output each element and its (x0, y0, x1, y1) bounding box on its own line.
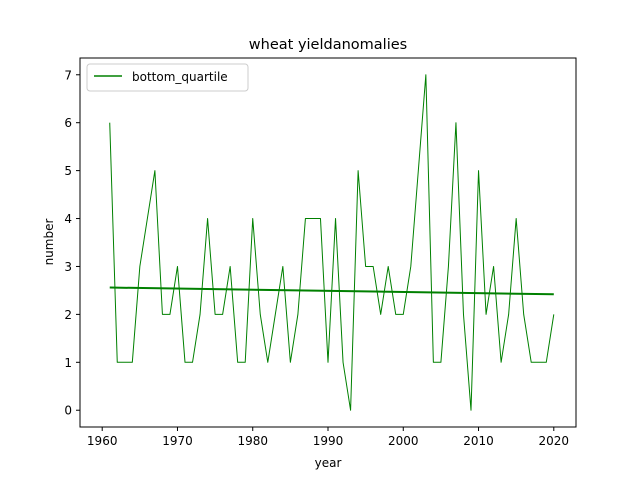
data-point (274, 313, 276, 315)
data-point (500, 361, 502, 363)
data-point (462, 313, 464, 315)
x-tick-label: 2020 (539, 434, 570, 448)
data-point (522, 313, 524, 315)
data-point (553, 313, 555, 315)
y-axis-label: number (42, 219, 56, 266)
legend-box (86, 63, 249, 92)
data-point (327, 361, 329, 363)
data-point (304, 217, 306, 219)
data-point (244, 361, 246, 363)
data-point (372, 265, 374, 267)
data-point (176, 265, 178, 267)
data-point (530, 361, 532, 363)
data-point (214, 313, 216, 315)
y-tick-label: 5 (64, 164, 72, 178)
chart-title: wheat yieldanomalies (249, 37, 407, 53)
x-tick-label: 2010 (463, 434, 494, 448)
data-point (507, 313, 509, 315)
data-point (455, 121, 457, 123)
x-tick-label: 2000 (388, 434, 419, 448)
data-point (538, 361, 540, 363)
x-tick-label: 1980 (237, 434, 268, 448)
data-point (410, 265, 412, 267)
x-tick-label: 1960 (87, 434, 118, 448)
data-point (515, 217, 517, 219)
data-point (492, 265, 494, 267)
data-point (470, 409, 472, 411)
data-point (432, 361, 434, 363)
data-point (402, 313, 404, 315)
data-point (395, 313, 397, 315)
data-point (417, 169, 419, 171)
data-point (161, 313, 163, 315)
x-tick-label: 1970 (162, 434, 193, 448)
data-point (312, 217, 314, 219)
y-tick-label: 2 (64, 308, 72, 322)
data-point (319, 217, 321, 219)
legend-label-bottom-quartile: bottom_quartile (132, 70, 228, 84)
data-point (259, 313, 261, 315)
data-point (334, 217, 336, 219)
data-point (267, 361, 269, 363)
data-point (364, 265, 366, 267)
data-point (109, 121, 111, 123)
data-point (485, 313, 487, 315)
y-tick-label: 4 (64, 212, 72, 226)
data-point (154, 169, 156, 171)
data-point (221, 313, 223, 315)
x-tick-label: 1990 (313, 434, 344, 448)
data-point (282, 265, 284, 267)
y-tick-label: 6 (64, 116, 72, 130)
data-point (545, 361, 547, 363)
x-axis-label: year (315, 456, 342, 470)
data-point (440, 361, 442, 363)
data-point (387, 265, 389, 267)
data-point (349, 409, 351, 411)
data-point (206, 217, 208, 219)
data-point (184, 361, 186, 363)
data-point (236, 361, 238, 363)
data-point (191, 361, 193, 363)
y-tick-label: 7 (64, 68, 72, 82)
data-point (342, 361, 344, 363)
data-point (139, 265, 141, 267)
data-point (169, 313, 171, 315)
y-tick-label: 3 (64, 260, 72, 274)
data-point (447, 265, 449, 267)
data-point (379, 313, 381, 315)
trend-line (109, 286, 554, 296)
data-point (289, 361, 291, 363)
data-point (199, 313, 201, 315)
data-point (229, 265, 231, 267)
data-point (252, 217, 254, 219)
data-point (425, 74, 427, 76)
data-point (131, 361, 133, 363)
legend: bottom_quartile (86, 63, 249, 92)
y-axis-ticks: 0 1 2 3 4 5 6 7 (64, 68, 80, 418)
data-point (124, 361, 126, 363)
data-point (357, 169, 359, 171)
y-tick-label: 1 (64, 356, 72, 370)
data-point (297, 313, 299, 315)
data-point (146, 217, 148, 219)
data-point (477, 169, 479, 171)
data-point (116, 361, 118, 363)
y-tick-label: 0 (64, 404, 72, 418)
x-axis-ticks: 1960 1970 1980 1990 2000 2010 2020 (87, 427, 569, 448)
